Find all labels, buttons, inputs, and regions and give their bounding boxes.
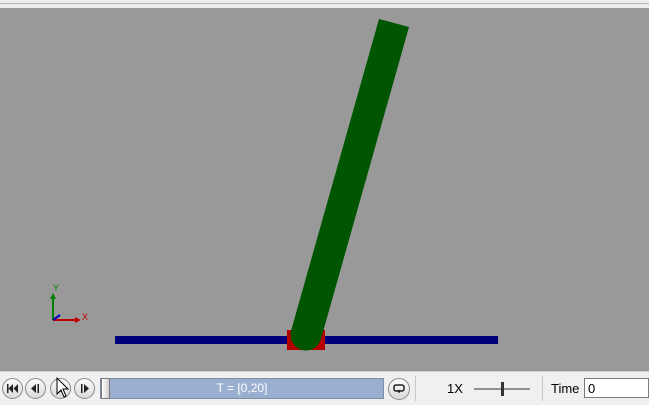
step-back-icon: [31, 384, 39, 393]
y-axis-label: Y: [53, 283, 59, 293]
loop-icon: [393, 384, 405, 394]
z-axis-line: [52, 314, 61, 321]
time-label: Time: [551, 381, 580, 396]
time-field[interactable]: [584, 378, 649, 398]
step-forward-icon: [81, 384, 89, 393]
mouse-cursor-icon: [56, 377, 70, 398]
timeline-range-label: T = [0,20]: [216, 381, 268, 395]
timeline-slider[interactable]: T = [0,20]: [100, 378, 384, 399]
pendulum-pivot: [290, 319, 322, 351]
step-back-button[interactable]: [25, 378, 46, 399]
y-axis-arrow: [50, 293, 56, 299]
separator: [415, 376, 416, 401]
animation-viewport[interactable]: Y X: [0, 8, 649, 371]
x-axis-arrow: [75, 317, 81, 323]
first-frame-button[interactable]: [2, 378, 23, 399]
x-axis-label: X: [82, 312, 88, 322]
timeline-handle[interactable]: [101, 378, 110, 399]
scene-canvas: Y X: [50, 19, 498, 351]
speed-label: 1X: [447, 381, 463, 396]
axis-triad: Y X: [50, 283, 88, 323]
speed-slider[interactable]: [474, 380, 530, 398]
pendulum-rod: [291, 19, 409, 339]
skip-to-start-icon: [7, 384, 18, 393]
playback-toolbar: T = [0,20] 1X Time: [0, 371, 649, 405]
speed-slider-thumb: [501, 382, 504, 396]
separator: [542, 376, 543, 401]
step-forward-button[interactable]: [74, 378, 95, 399]
loop-button[interactable]: [388, 378, 410, 400]
